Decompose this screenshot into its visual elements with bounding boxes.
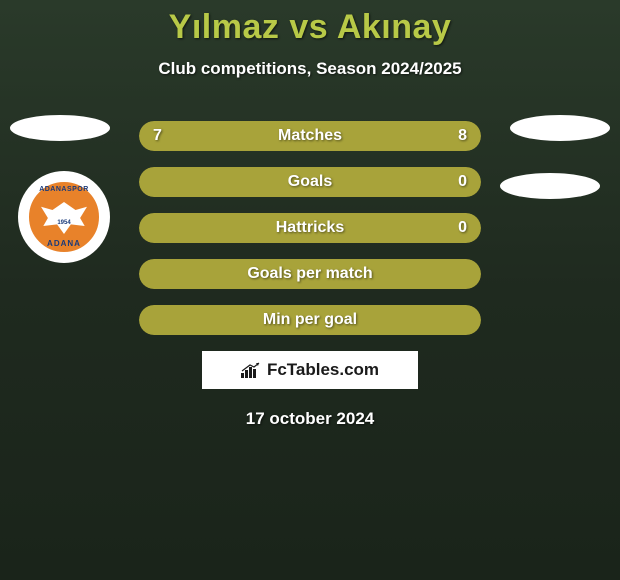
bar-value-left: 7	[153, 121, 162, 151]
page-title: Yılmaz vs Akınay	[0, 8, 620, 47]
stat-bar: Goals per match	[139, 259, 481, 289]
bar-label: Hattricks	[139, 213, 481, 243]
club-badge-left: ADANASPOR 1954 ADANA	[18, 171, 110, 263]
stats-bars: Matches78Goals0Hattricks0Goals per match…	[139, 121, 481, 335]
stat-bar: Matches7 8	[139, 121, 481, 151]
adanaspor-badge: ADANASPOR 1954 ADANA	[26, 179, 102, 255]
bar-value-right: 0	[458, 167, 467, 197]
date-text: 17 october 2024	[0, 409, 620, 429]
bar-label: Goals per match	[139, 259, 481, 289]
brand-text: FcTables.com	[267, 360, 379, 380]
badge-year: 1954	[57, 220, 70, 226]
bar-value-right: 0	[458, 213, 467, 243]
bar-label: Matches	[139, 121, 481, 151]
bar-value-right: 8	[458, 121, 467, 151]
club-badge-right	[500, 173, 600, 199]
stats-area: ADANASPOR 1954 ADANA Matches78Goals0Hatt…	[0, 121, 620, 335]
subtitle: Club competitions, Season 2024/2025	[0, 59, 620, 79]
chart-icon	[241, 362, 261, 378]
bar-label: Goals	[139, 167, 481, 197]
badge-top-text: ADANASPOR	[39, 186, 89, 193]
player-left-avatar	[10, 115, 110, 141]
eagle-icon	[41, 202, 87, 234]
player-right-avatar	[510, 115, 610, 141]
stat-bar: Hattricks0	[139, 213, 481, 243]
stat-bar: Goals0	[139, 167, 481, 197]
stat-bar: Min per goal	[139, 305, 481, 335]
brand-box[interactable]: FcTables.com	[202, 351, 418, 389]
bar-label: Min per goal	[139, 305, 481, 335]
badge-bottom-text: ADANA	[47, 239, 81, 248]
